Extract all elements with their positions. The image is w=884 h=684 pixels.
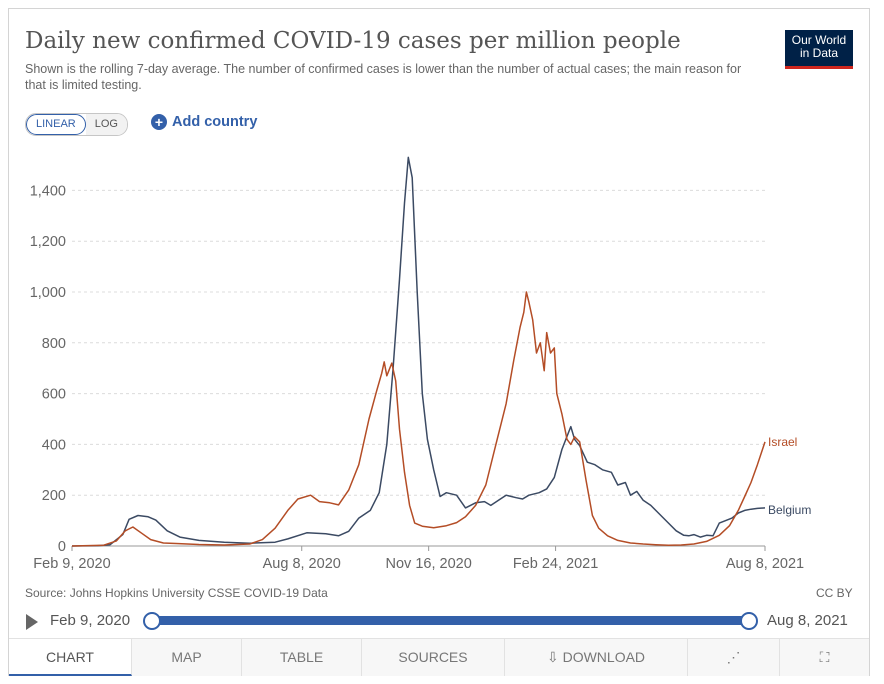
tab-download[interactable]: ⇩ DOWNLOAD: [505, 639, 688, 676]
tab-sources[interactable]: SOURCES: [362, 639, 505, 676]
timeline-track[interactable]: [150, 616, 748, 625]
license-link[interactable]: CC BY: [816, 586, 853, 600]
logo-line-1: Our World: [791, 33, 847, 47]
y-axis-labels: 0 200 400 600 800 1,000 1,200 1,400: [30, 183, 66, 555]
download-label: DOWNLOAD: [562, 649, 646, 665]
logo-underline: [785, 66, 853, 69]
y-tick-label: 1,000: [30, 285, 66, 301]
series-line-belgium: [71, 156, 766, 547]
tab-table[interactable]: TABLE: [242, 639, 362, 676]
bottom-tab-bar: CHART MAP TABLE SOURCES ⇩ DOWNLOAD ⋰ ⛶: [9, 638, 869, 676]
add-country-button[interactable]: + Add country: [151, 114, 257, 130]
source-note: Source: Johns Hopkins University CSSE CO…: [25, 586, 328, 600]
timeline-start-label: Feb 9, 2020: [50, 612, 131, 629]
chart-subtitle: Shown is the rolling 7-day average. The …: [25, 62, 742, 92]
scale-toggle: LINEAR LOG: [25, 113, 128, 136]
y-tick-label: 800: [42, 336, 66, 352]
x-tick-label: Feb 24, 2021: [513, 556, 598, 572]
share-icon: ⋰: [726, 649, 741, 665]
fullscreen-button[interactable]: ⛶: [780, 639, 869, 676]
gridlines: [72, 189, 765, 496]
x-tick-label: Feb 9, 2020: [33, 556, 110, 572]
line-chart: 0 200 400 600 800 1,000 1,200 1,400 Feb 9, 2020…: [30, 156, 811, 572]
y-tick-label: 1,400: [30, 183, 66, 199]
owid-logo[interactable]: Our World in Data: [785, 30, 853, 69]
download-icon: ⇩: [546, 649, 559, 665]
tab-map[interactable]: MAP: [132, 639, 242, 676]
share-button[interactable]: ⋰: [688, 639, 780, 676]
chart-title: Daily new confirmed COVID-19 cases per m…: [25, 28, 681, 54]
y-tick-label: 0: [58, 539, 66, 555]
logo-line-2: in Data: [799, 46, 839, 60]
y-tick-label: 400: [42, 437, 66, 453]
add-country-label: Add country: [172, 114, 258, 130]
tab-chart[interactable]: CHART: [9, 639, 132, 676]
linear-scale-button[interactable]: LINEAR: [26, 114, 86, 135]
y-tick-label: 1,200: [30, 234, 66, 250]
fullscreen-icon: ⛶: [819, 649, 830, 665]
timeline-end-handle[interactable]: [740, 612, 758, 630]
plus-circle-icon: +: [151, 114, 167, 130]
timeline-end-label: Aug 8, 2021: [767, 612, 848, 629]
x-tick-label: Aug 8, 2020: [263, 556, 341, 572]
play-icon[interactable]: [26, 614, 38, 630]
series-label-israel: Israel: [768, 435, 797, 449]
y-tick-label: 200: [42, 488, 66, 504]
y-tick-label: 600: [42, 387, 66, 403]
x-tick-label: Aug 8, 2021: [726, 556, 804, 572]
series-label-belgium: Belgium: [768, 503, 811, 517]
series-labels: Belgium Israel: [768, 435, 811, 517]
series-line-israel: [71, 291, 766, 547]
log-scale-button[interactable]: LOG: [85, 114, 127, 135]
x-tick-label: Nov 16, 2020: [386, 556, 472, 572]
series-lines: [71, 156, 766, 547]
x-axis: Feb 9, 2020 Aug 8, 2020 Nov 16, 2020 Feb 24…: [33, 545, 804, 572]
timeline-start-handle[interactable]: [143, 612, 161, 630]
